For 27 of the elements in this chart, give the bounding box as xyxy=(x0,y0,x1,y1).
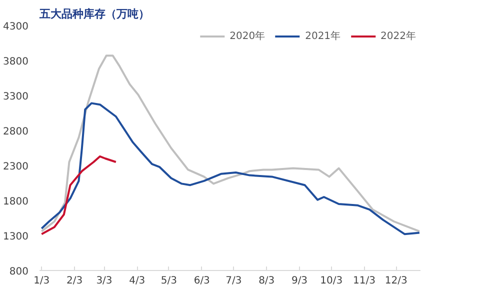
line-series xyxy=(40,155,117,236)
x-tick-label: 3/3 xyxy=(96,276,112,286)
chart-title: 五大品种库存（万吨） xyxy=(38,8,150,20)
legend-label: 2022年 xyxy=(380,30,416,43)
y-tick-label: 4300 xyxy=(3,22,29,32)
x-tick-label: 11/3 xyxy=(353,276,376,286)
x-tick-label: 7/3 xyxy=(226,276,242,286)
line-series xyxy=(40,102,420,236)
x-tick-label: 12/3 xyxy=(384,276,408,286)
y-tick-label: 1300 xyxy=(3,232,29,242)
x-tick-label: 9/3 xyxy=(291,276,308,286)
y-tick-label: 800 xyxy=(9,266,29,278)
x-tick-label: 4/3 xyxy=(129,276,146,286)
legend-label: 2020年 xyxy=(230,30,266,43)
y-tick-label: 1800 xyxy=(3,196,29,208)
y-tick-label: 3300 xyxy=(3,92,29,102)
y-tick-label: 3800 xyxy=(3,56,29,68)
x-tick-label: 2/3 xyxy=(66,276,83,286)
y-tick-label: 2800 xyxy=(3,126,29,138)
legend-label: 2021年 xyxy=(305,30,341,43)
line-series xyxy=(40,54,420,232)
x-tick-label: 10/3 xyxy=(320,276,343,286)
x-tick-label: 5/3 xyxy=(160,276,178,286)
x-tick-label: 6/3 xyxy=(194,276,210,286)
x-tick-label: 8/3 xyxy=(258,276,275,286)
y-tick-label: 2300 xyxy=(3,162,29,172)
x-tick-label: 1/3 xyxy=(34,276,50,286)
